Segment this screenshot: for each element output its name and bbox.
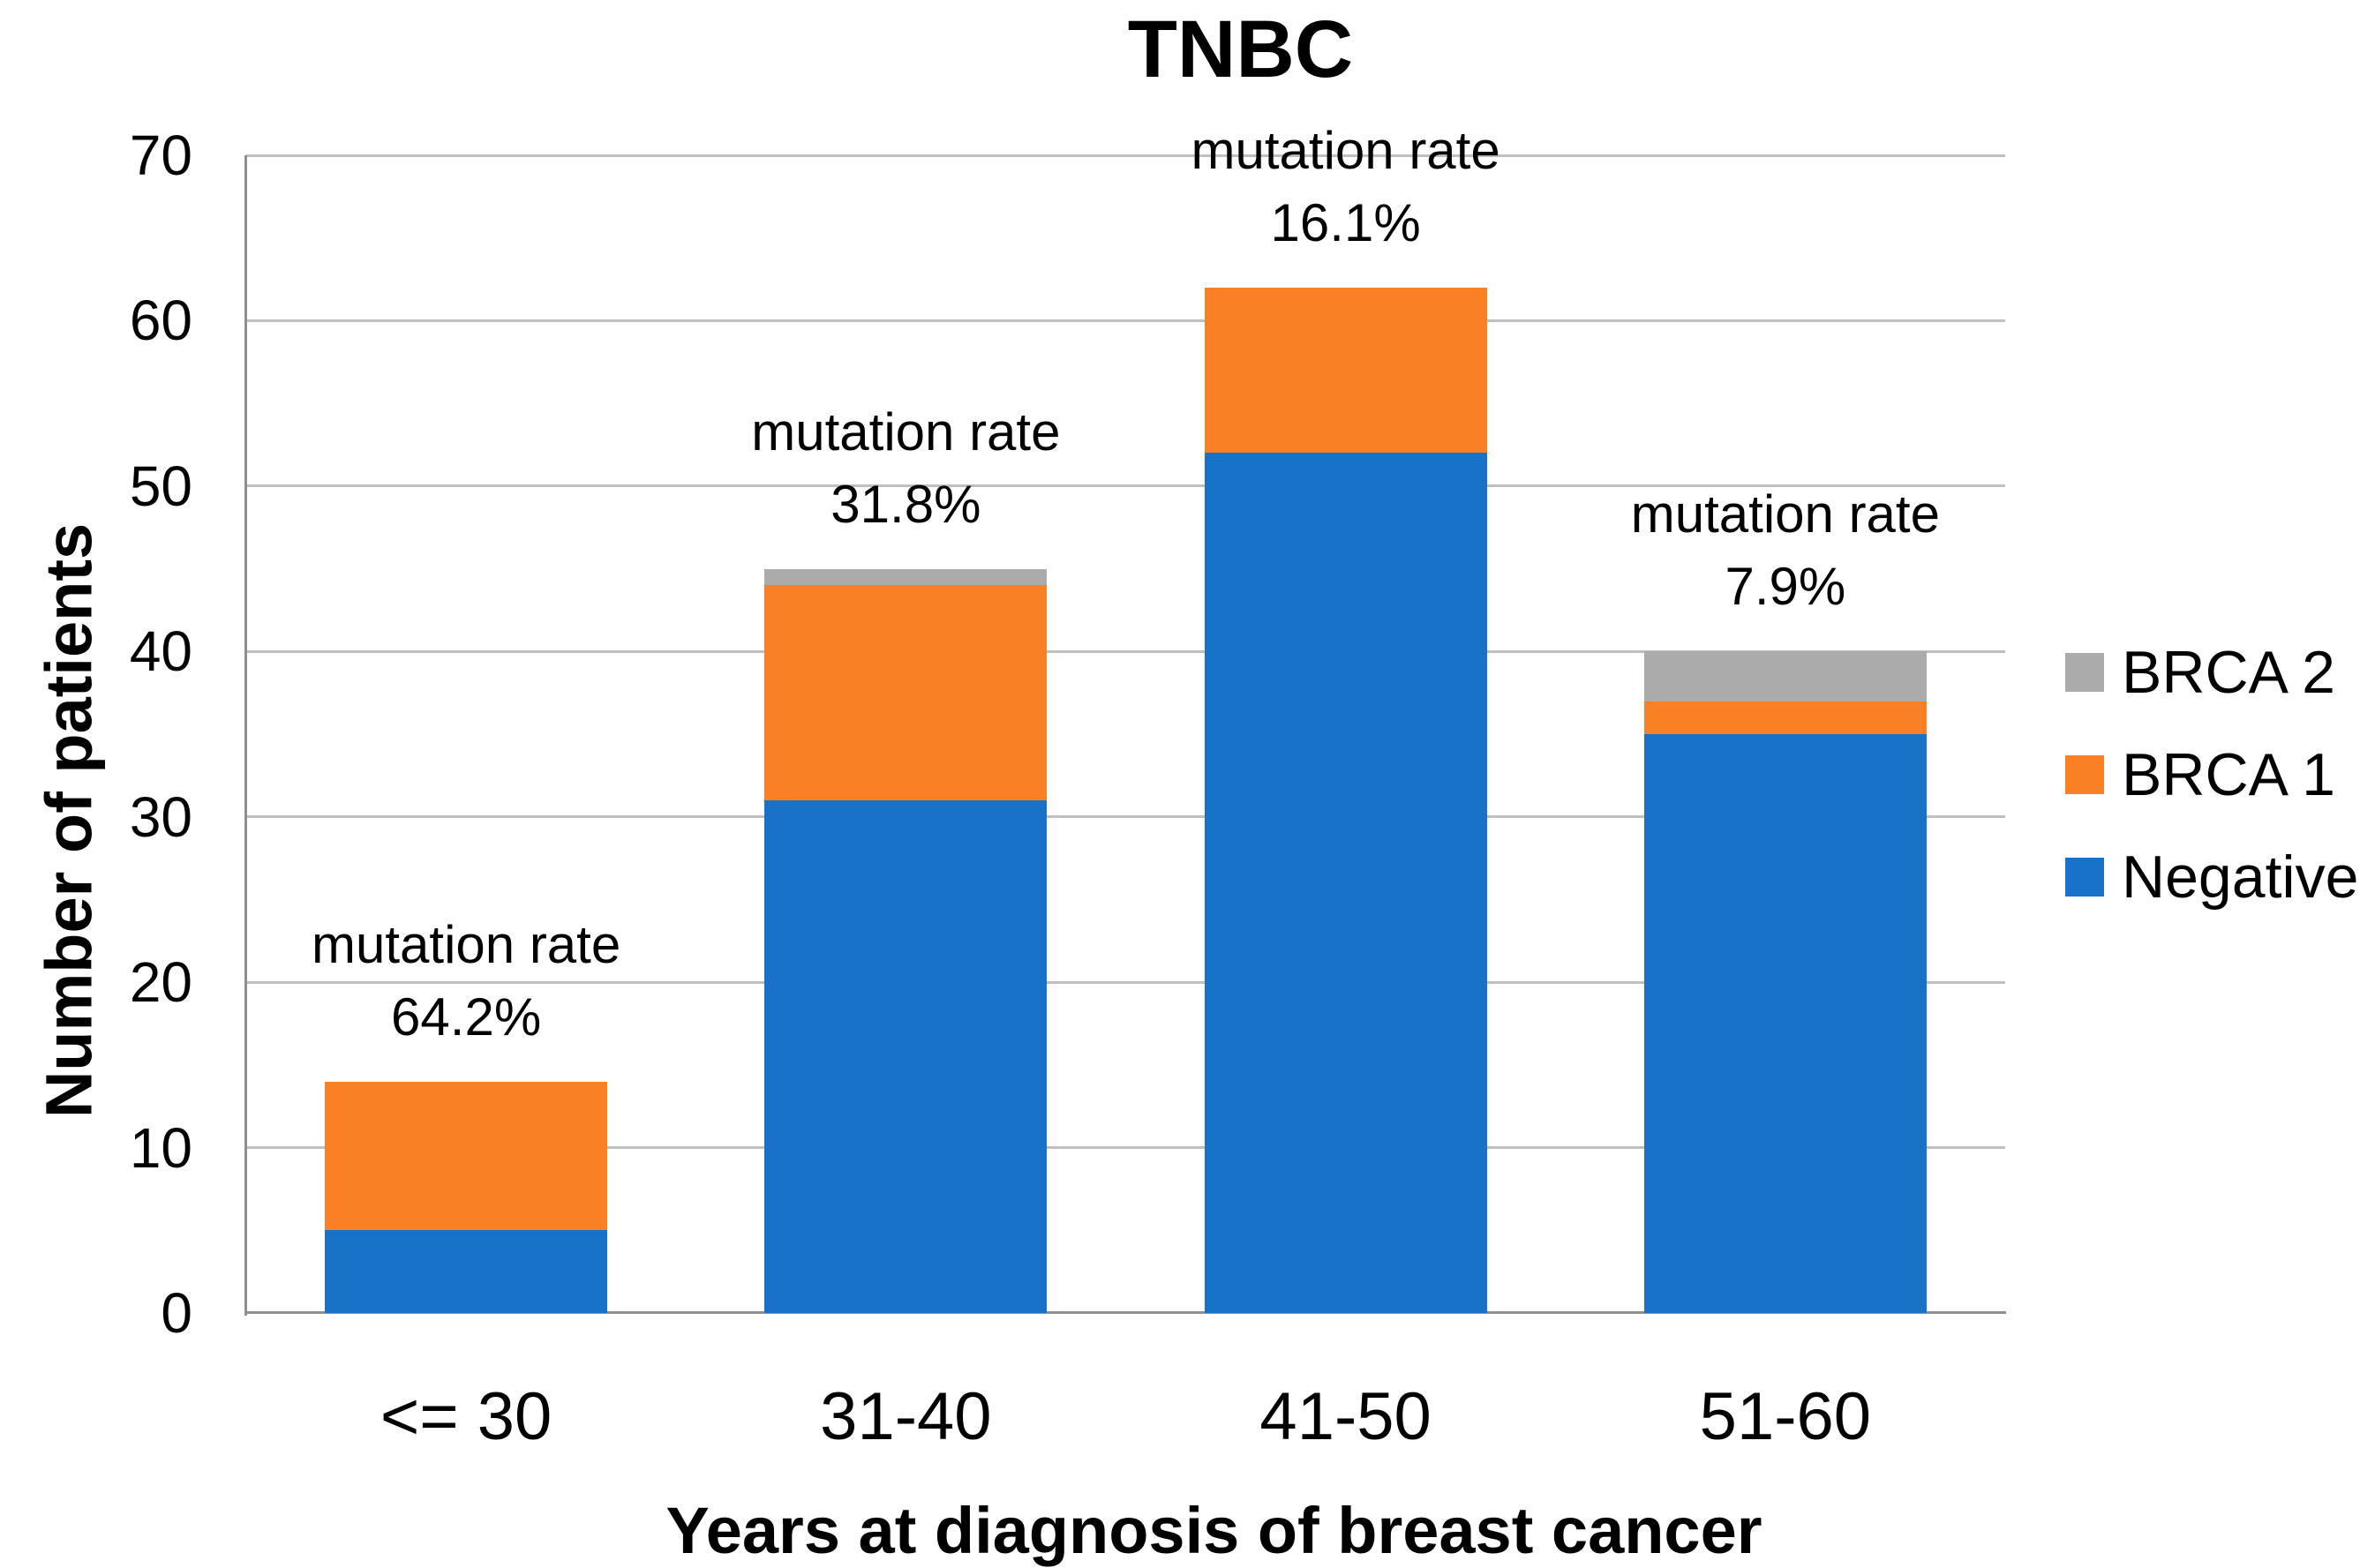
legend-label: BRCA 1 <box>2122 741 2335 808</box>
mutation-rate-annotation-1: mutation rate 64.2% <box>192 909 740 1054</box>
legend-label: BRCA 2 <box>2122 639 2335 706</box>
annotation-line2: 64.2% <box>391 987 542 1047</box>
bar-segment-brca2-2 <box>764 568 1048 586</box>
gridline-10 <box>246 1146 2005 1150</box>
annotation-line2: 7.9% <box>1725 557 1846 617</box>
legend-item-brca2: BRCA 2 <box>2065 637 2358 708</box>
x-tick-label-4: 51-60 <box>1699 1379 1872 1454</box>
plot-area: mutation rate 64.2% mutation rate 31.8% muta… <box>244 121 2006 1316</box>
x-axis-line <box>244 1311 2006 1314</box>
mutation-rate-annotation-2: mutation rate 31.8% <box>632 396 1179 541</box>
bar-segment-brca1-4 <box>1643 701 1927 734</box>
legend: BRCA 2 BRCA 1 Negative <box>2065 637 2358 944</box>
x-tick-label-3: 41-50 <box>1259 1379 1432 1454</box>
y-tick-label-0: 0 <box>161 1281 192 1345</box>
bar-segment-brca2-4 <box>1643 651 1927 701</box>
legend-swatch-negative-icon <box>2065 858 2104 897</box>
annotation-line1: mutation rate <box>751 401 1061 461</box>
y-tick-label-20: 20 <box>129 950 192 1015</box>
bar-segment-brca1-2 <box>764 585 1048 800</box>
annotation-line1: mutation rate <box>1191 120 1500 180</box>
legend-item-brca1: BRCA 1 <box>2065 739 2358 810</box>
bar-segment-brca1-1 <box>325 1081 608 1231</box>
y-tick-label-70: 70 <box>129 124 192 187</box>
x-axis-title: Years at diagnosis of breast cancer <box>665 1494 1762 1567</box>
bar-segment-negative-3 <box>1204 453 1487 1313</box>
mutation-rate-annotation-3: mutation rate 16.1% <box>1072 115 1620 259</box>
y-tick-label-30: 30 <box>129 784 192 849</box>
x-tick-label-2: 31-40 <box>820 1379 992 1454</box>
y-tick-label-10: 10 <box>129 1115 192 1180</box>
y-axis-line <box>244 155 247 1316</box>
gridline-20 <box>246 980 2005 984</box>
bar-segment-negative-1 <box>325 1230 608 1313</box>
bar-segment-negative-2 <box>764 799 1048 1313</box>
legend-swatch-brca1-icon <box>2065 755 2104 794</box>
x-tick-label-1: <= 30 <box>380 1379 552 1454</box>
annotation-line1: mutation rate <box>312 914 621 974</box>
annotation-line2: 16.1% <box>1270 192 1421 252</box>
gridline-30 <box>246 815 2005 819</box>
gridline-40 <box>246 649 2005 653</box>
legend-label: Negative <box>2122 844 2359 911</box>
legend-item-negative: Negative <box>2065 842 2358 912</box>
annotation-line2: 31.8% <box>830 474 981 534</box>
y-tick-label-40: 40 <box>129 619 192 684</box>
legend-swatch-brca2-icon <box>2065 653 2104 692</box>
gridline-60 <box>246 319 2005 322</box>
bar-segment-negative-4 <box>1643 734 1927 1313</box>
y-tick-label-50: 50 <box>129 454 192 518</box>
y-tick-label-60: 60 <box>129 289 192 353</box>
chart-title: TNBC <box>1127 4 1354 94</box>
bar-segment-brca1-3 <box>1204 287 1487 454</box>
gridline-70 <box>246 154 2005 157</box>
annotation-line1: mutation rate <box>1630 484 1940 544</box>
gridline-50 <box>246 484 2005 488</box>
mutation-rate-annotation-4: mutation rate 7.9% <box>1512 478 2059 623</box>
